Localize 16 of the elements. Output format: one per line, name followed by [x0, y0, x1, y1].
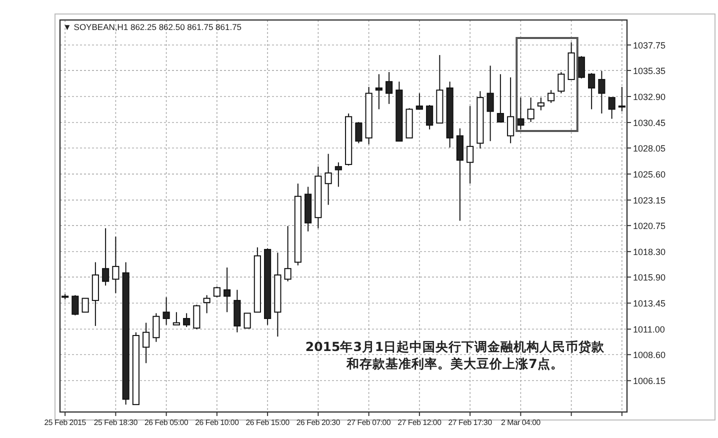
annotation: 2015年3月1日起中国央行下调金融机构人民币贷款和存款基准利率。美大豆价上涨7点。: [304, 338, 606, 372]
y-tick-label: 1035.35: [633, 66, 666, 76]
y-tick-label: 1013.45: [633, 298, 666, 309]
chart-title: ▼ SOYBEAN,H1 862.25 862.50 861.75 861.75: [63, 22, 242, 32]
y-tick-label: 1020.75: [633, 221, 666, 232]
y-tick-label: 1037.75: [633, 40, 666, 50]
y-tick-label: 1018.30: [633, 247, 666, 258]
y-tick-label: 1011.00: [633, 324, 665, 335]
y-tick-label: 1006.15: [633, 376, 666, 386]
y-tick-label: 1025.60: [633, 170, 666, 180]
y-tick-label: 1028.05: [633, 144, 666, 154]
y-tick-label: 1008.60: [633, 350, 666, 360]
y-tick-label: 1030.45: [633, 118, 666, 128]
y-tick-label: 1023.15: [633, 196, 666, 206]
y-tick-label: 1015.90: [633, 272, 666, 283]
y-tick-label: 1032.90: [633, 92, 666, 102]
